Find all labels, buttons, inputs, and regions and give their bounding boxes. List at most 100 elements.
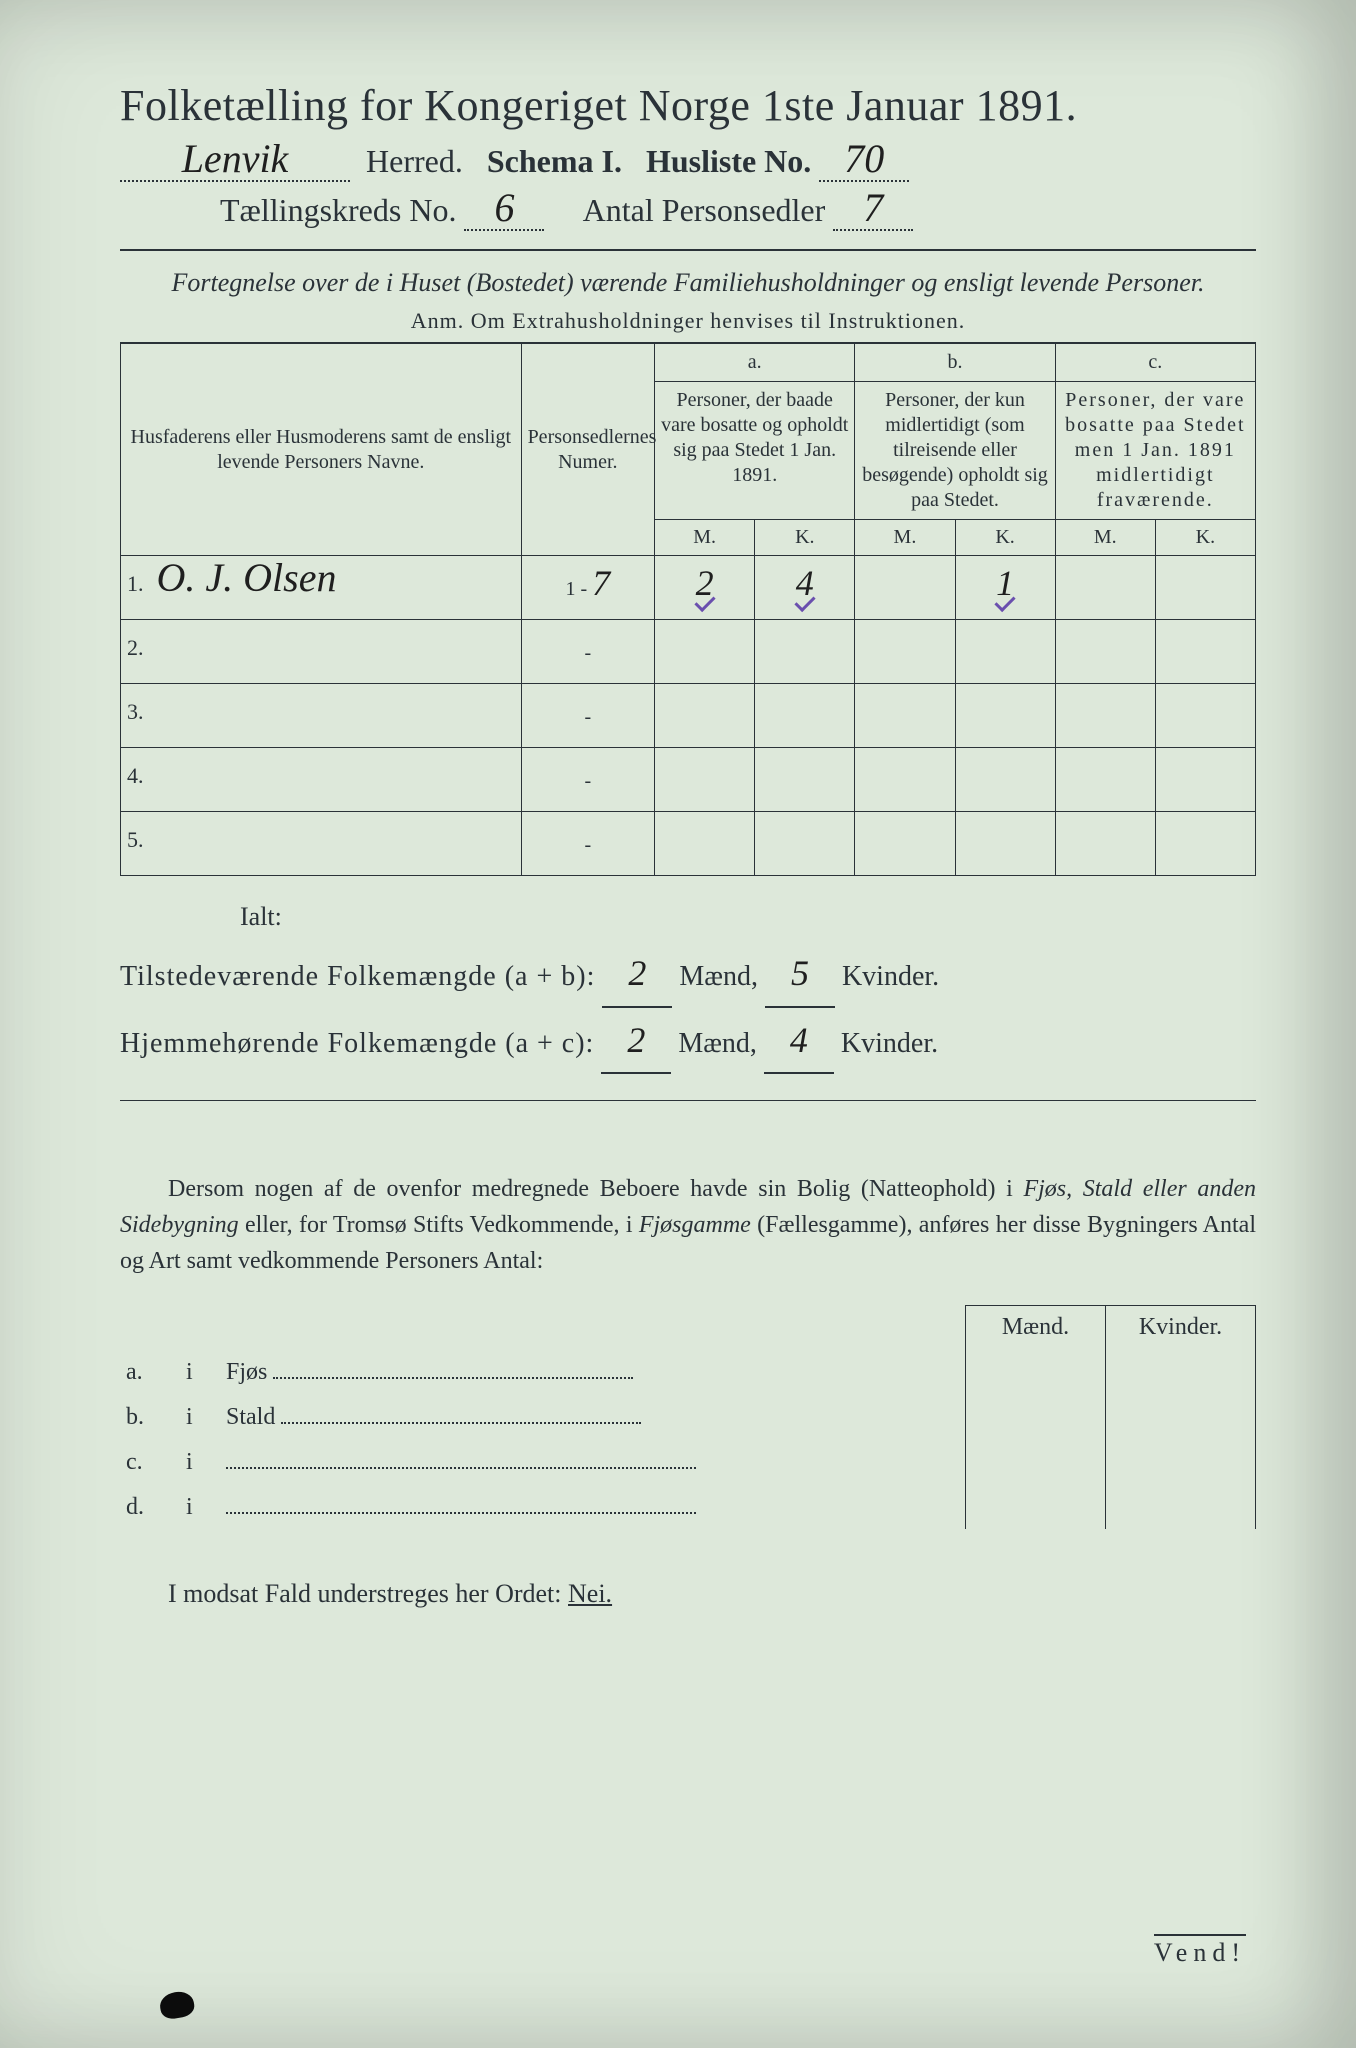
row-b-k: 1 [955,556,1055,620]
husliste-no-value: 70 [844,136,884,181]
row-c-k [1155,684,1255,748]
row-i: i [180,1394,220,1439]
building-row: a.iFjøs [120,1349,1256,1394]
row-label [220,1439,966,1484]
kreds-label: Tællingskreds No. [220,192,456,228]
ialt-label: Ialt: [120,894,1256,941]
herred-name-value: Lenvik [182,136,289,181]
row-b-m [855,620,955,684]
building-row: d.i [120,1484,1256,1529]
row-b-m [855,748,955,812]
row-c-m [1055,620,1155,684]
col-num-header: Personsedlernes Numer. [521,344,655,556]
row-a-k [755,620,855,684]
row-label [220,1484,966,1529]
lower-maend-header: Mænd. [966,1306,1106,1350]
vend-footer: Vend! [1154,1934,1246,1968]
nei-word: Nei. [568,1579,612,1608]
table-row: 3. - [121,684,1256,748]
row-maend [966,1394,1106,1439]
row-a-m [655,620,755,684]
row-letter: a. [120,1349,180,1394]
col-c-k: K. [1155,520,1255,556]
maend-label: Mænd, [678,1028,757,1059]
row-a-k: 4 [755,556,855,620]
hjemme-k-value: 4 [790,1020,808,1060]
census-table: Husfaderens eller Husmoderens samt de en… [120,343,1256,876]
col-a-m: M. [655,520,755,556]
kreds-no-value: 6 [494,185,514,230]
row-a-m: 2 [655,556,755,620]
col-a-letter: a. [655,344,855,382]
row-letter: c. [120,1439,180,1484]
table-row: 2. - [121,620,1256,684]
kvinder-label: Kvinder. [842,961,939,992]
row-kvinder [1106,1349,1256,1394]
kvinder-label: Kvinder. [841,1028,938,1059]
header-line-1: Lenvik Herred. Schema I. Husliste No. 70 [120,143,1256,182]
col-b-header: Personer, der kun midlertidigt (som tilr… [855,382,1055,520]
col-a-k: K. [755,520,855,556]
personsedler-no-value: 7 [863,185,883,230]
row-num-cell: - [521,812,655,876]
row-c-k [1155,620,1255,684]
schema-label: Schema I. [487,143,622,179]
building-row: b.iStald [120,1394,1256,1439]
maend-label: Mænd, [679,961,758,992]
row-c-k [1155,812,1255,876]
row-c-m [1055,684,1155,748]
para-text-2: eller, for Tromsø Stifts Vedkommende, i [239,1212,639,1238]
row-maend [966,1349,1106,1394]
row-i: i [180,1484,220,1529]
hjemme-m-value: 2 [627,1020,645,1060]
row-num-cell: - [521,684,655,748]
row-c-k [1155,748,1255,812]
divider [120,1100,1256,1101]
tilstede-label: Tilstedeværende Folkemængde (a + b): [120,961,595,992]
row-num-cell: 1 - 7 [521,556,655,620]
row-kvinder [1106,1394,1256,1439]
row-label: Stald [220,1394,966,1439]
col-b-m: M. [855,520,955,556]
tilstede-m-value: 2 [628,953,646,993]
row-a-m [655,812,755,876]
building-row: c.i [120,1439,1256,1484]
row-kvinder [1106,1484,1256,1529]
row-letter: b. [120,1394,180,1439]
row-c-k [1155,556,1255,620]
row-b-m [855,684,955,748]
row-a-m [655,748,755,812]
row-c-m [1055,748,1155,812]
page-title: Folketælling for Kongeriget Norge 1ste J… [120,80,1256,131]
row-num-cell: - [521,620,655,684]
row-a-k [755,684,855,748]
lower-kvinder-header: Kvinder. [1106,1306,1256,1350]
row-name-cell: 3. [121,684,522,748]
row-i: i [180,1439,220,1484]
para-text-1: Dersom nogen af de ovenfor medregnede Be… [168,1176,1023,1202]
intro-text: Fortegnelse over de i Huset (Bostedet) v… [160,265,1216,300]
col-c-letter: c. [1055,344,1255,382]
row-c-m [1055,812,1155,876]
row-kvinder [1106,1439,1256,1484]
row-b-m [855,812,955,876]
col-a-header: Personer, der baade vare bosatte og opho… [655,382,855,520]
census-form-page: Folketælling for Kongeriget Norge 1ste J… [0,0,1356,2048]
row-label: Fjøs [220,1349,966,1394]
tilstede-k-value: 5 [791,953,809,993]
building-table: Mænd. Kvinder. a.iFjøs b.iStald c.i d.i [120,1305,1256,1529]
row-name-cell: 5. [121,812,522,876]
husliste-label: Husliste No. [646,143,811,179]
table-row: 5. - [121,812,1256,876]
row-maend [966,1484,1106,1529]
para-italic-2: Fjøsgamme [639,1212,751,1238]
herred-label: Herred. [366,143,463,179]
col-c-header: Personer, der vare bosatte paa Stedet me… [1055,382,1255,520]
row-num-cell: - [521,748,655,812]
row-a-k [755,812,855,876]
row-b-k [955,812,1055,876]
row-c-m [1055,556,1155,620]
nei-line: I modsat Fald understreges her Ordet: Ne… [120,1579,1256,1609]
divider [120,249,1256,251]
row-b-k [955,684,1055,748]
